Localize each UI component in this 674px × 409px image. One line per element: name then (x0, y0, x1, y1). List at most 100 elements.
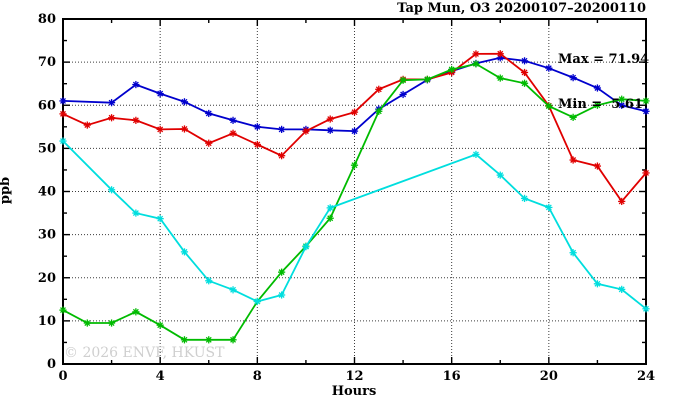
marker (278, 126, 285, 133)
x-tick-label: 12 (345, 369, 363, 384)
marker (230, 117, 237, 124)
marker (278, 269, 285, 276)
y-tick-label: 20 (38, 271, 56, 286)
y-tick-label: 10 (38, 314, 56, 329)
marker (521, 57, 528, 64)
marker (181, 248, 188, 255)
marker (254, 123, 261, 130)
y-tick-label: 40 (38, 185, 56, 200)
marker (643, 97, 649, 104)
marker (545, 204, 552, 211)
stats-box: Max = 71.94 Min = 5.61 (558, 22, 649, 142)
y-axis-title: ppb (0, 176, 14, 205)
x-tick-label: 20 (540, 369, 558, 384)
marker (472, 50, 479, 57)
marker (108, 114, 115, 121)
marker (424, 76, 431, 83)
tick-labels: 0 4 8 12 16 20 24 0 10 20 30 40 50 60 70 80 (38, 12, 655, 384)
marker (157, 126, 164, 133)
gridlines (63, 19, 646, 364)
marker (205, 140, 212, 147)
marker (108, 320, 115, 326)
marker (60, 97, 66, 104)
marker (230, 130, 237, 137)
marker (570, 114, 577, 121)
marker (521, 69, 528, 76)
marker (618, 198, 625, 205)
marker (108, 186, 115, 193)
marker (132, 81, 139, 88)
marker (594, 102, 601, 109)
marker (545, 65, 552, 72)
marker (351, 162, 358, 169)
marker (157, 90, 164, 97)
marker (497, 75, 504, 82)
marker (327, 204, 334, 211)
marker (230, 286, 237, 293)
marker (132, 210, 139, 217)
y-tick-label: 80 (38, 12, 56, 27)
x-tick-label: 16 (443, 369, 461, 384)
marker (570, 157, 577, 163)
marker (278, 152, 285, 159)
series-cyan (59, 137, 650, 313)
marker (545, 103, 552, 110)
x-tick-label: 4 (156, 369, 165, 384)
marker (60, 110, 66, 117)
marker (132, 117, 139, 124)
marker (448, 66, 455, 73)
marker (181, 126, 188, 132)
marker (302, 243, 309, 250)
x-tick-label: 24 (637, 369, 655, 384)
marker (643, 169, 649, 176)
max-value-label: Max = 71.94 (558, 52, 650, 67)
series-markers-cyan (59, 137, 650, 313)
marker (400, 91, 407, 98)
marker (157, 322, 164, 329)
marker (618, 96, 625, 103)
marker (278, 292, 285, 298)
marker (205, 277, 212, 284)
x-axis-title: Hours (331, 384, 377, 399)
marker (254, 298, 261, 305)
marker (570, 249, 577, 256)
min-value-label: Min = 5.61 (558, 97, 643, 112)
marker (60, 138, 66, 145)
marker (84, 122, 91, 129)
marker (497, 172, 504, 179)
watermark: © 2026 ENVF, HKUST (64, 345, 225, 361)
marker (157, 215, 164, 222)
marker (230, 336, 237, 343)
marker (327, 127, 334, 134)
marker (400, 77, 407, 84)
marker (181, 98, 188, 105)
x-tick-label: 0 (58, 369, 67, 384)
marker (618, 286, 625, 293)
series-line-blue (62, 56, 647, 133)
marker (327, 215, 334, 222)
marker (132, 308, 139, 315)
marker (84, 320, 91, 326)
y-tick-label: 30 (38, 228, 56, 243)
marker (472, 60, 479, 67)
y-tick-label: 60 (38, 98, 56, 113)
marker (327, 116, 334, 123)
marker (472, 151, 479, 158)
marker (375, 108, 382, 115)
y-tick-label: 0 (47, 357, 56, 372)
chart-title: Tap Mun, O3 20200107–20200110 (397, 1, 646, 16)
marker (594, 85, 601, 91)
marker (351, 128, 358, 135)
marker (497, 50, 504, 57)
marker (302, 128, 309, 135)
marker (594, 280, 601, 287)
tick-marks (62, 18, 647, 365)
marker (570, 74, 577, 81)
marker (108, 99, 115, 106)
marker (254, 141, 261, 148)
marker (643, 305, 649, 312)
y-tick-label: 70 (38, 55, 56, 70)
marker (60, 307, 66, 314)
